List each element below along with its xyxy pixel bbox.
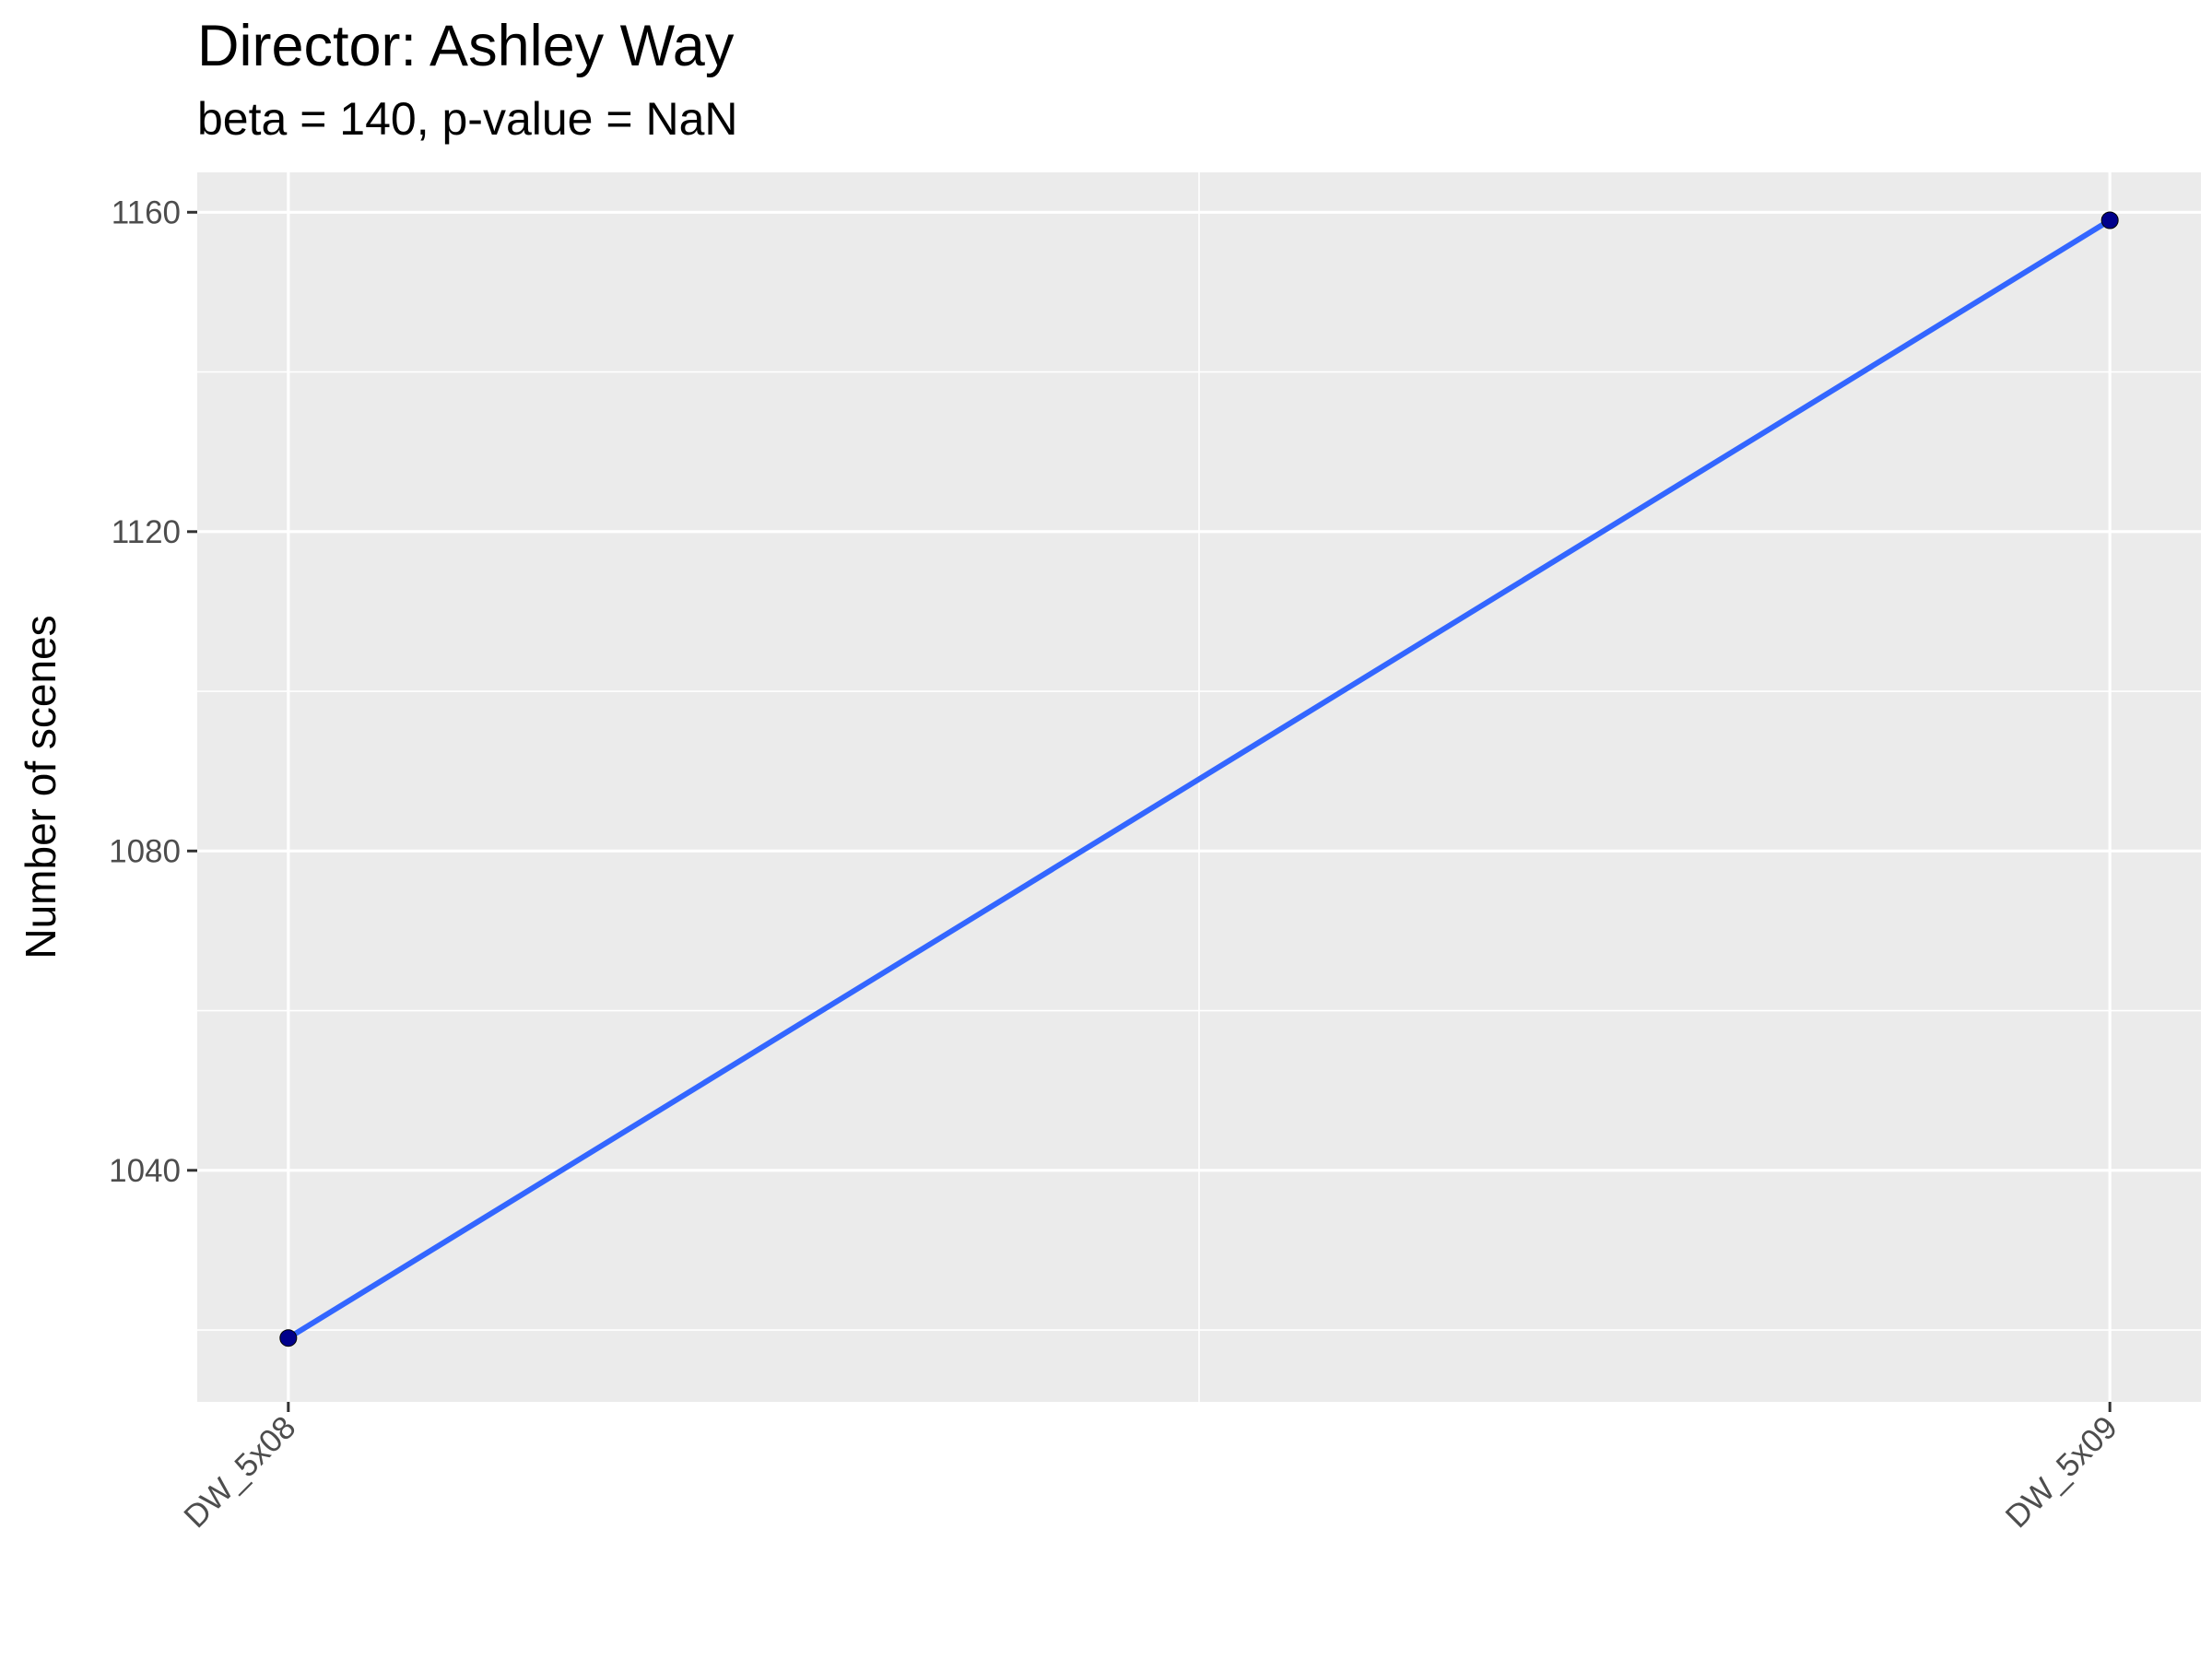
y-tick-label: 1080 <box>109 833 181 869</box>
x-tick-label: DW_5x09 <box>1999 1409 2124 1535</box>
series-layer <box>279 211 2119 1347</box>
y-tick-label: 1160 <box>112 194 181 230</box>
major-gridlines <box>197 172 2201 1402</box>
x-axis: DW_5x08 DW_5x09 <box>177 1402 2124 1535</box>
chart-subtitle: beta = 140, p-value = NaN <box>197 93 738 145</box>
y-axis: 1040 1080 1120 1160 <box>109 194 197 1189</box>
x-tick-label: DW_5x08 <box>177 1409 302 1535</box>
series-line <box>287 218 2112 1341</box>
data-point <box>2100 211 2119 229</box>
y-tick-label: 1120 <box>112 514 181 550</box>
y-axis-title: Number of scenes <box>17 615 65 959</box>
y-tick-label: 1040 <box>109 1153 181 1189</box>
data-point <box>279 1329 298 1347</box>
chart-title: Director: Ashley Way <box>197 14 735 78</box>
